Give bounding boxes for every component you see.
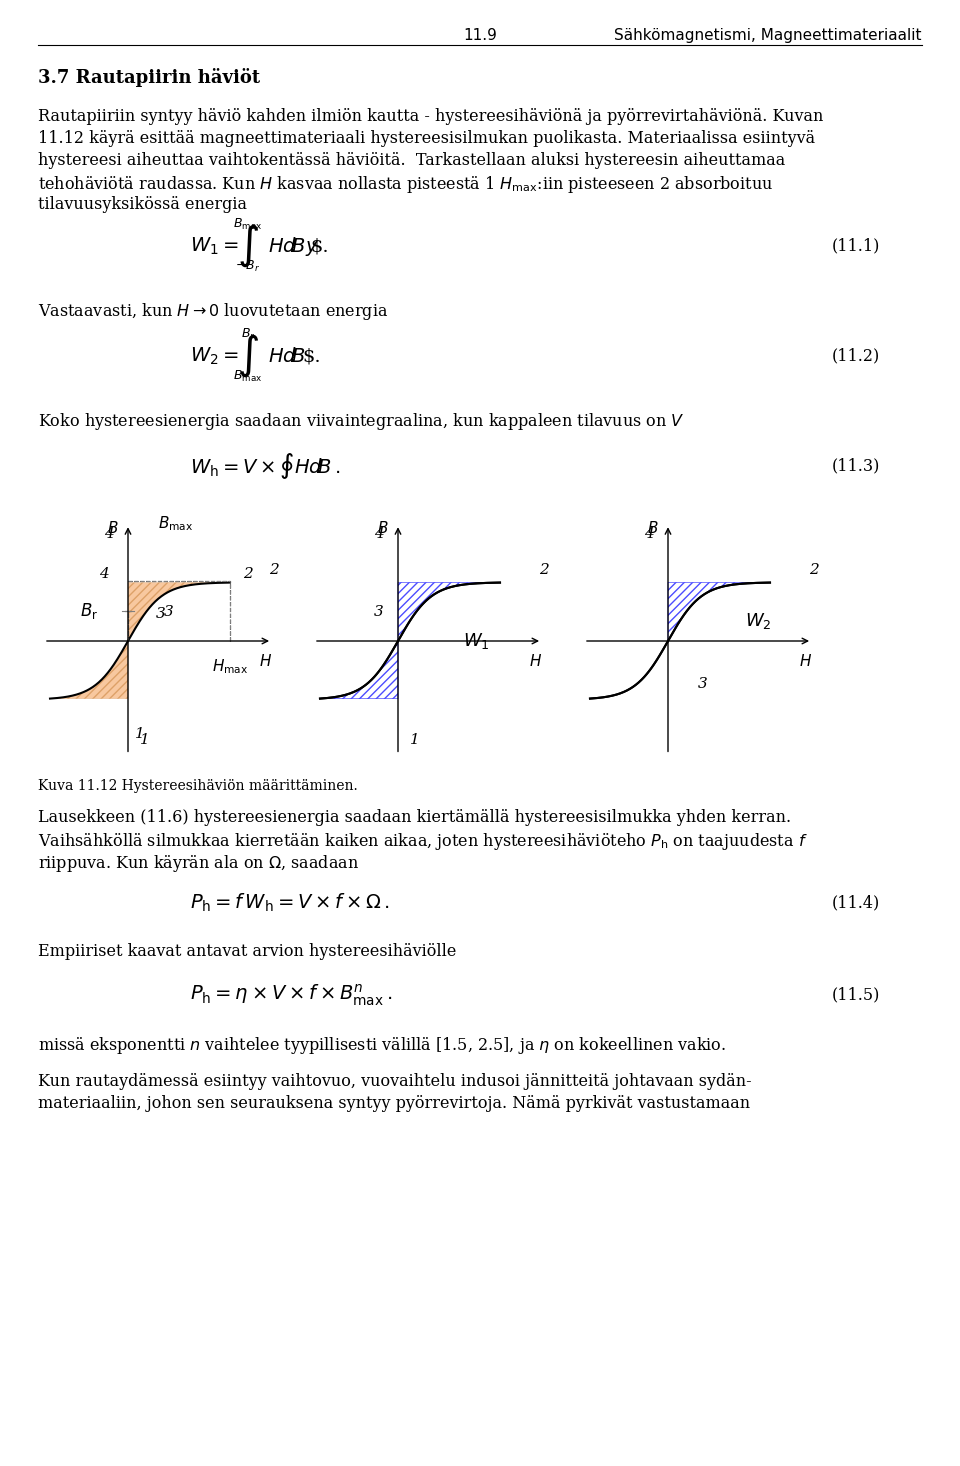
Text: tilavuusyksikössä energia: tilavuusyksikössä energia (38, 196, 247, 213)
Text: tehohäviötä raudassa. Kun $H$ kasvaa nollasta pisteestä 1 $H_{\mathrm{max}}$:iin: tehohäviötä raudassa. Kun $H$ kasvaa nol… (38, 174, 773, 195)
Text: $W_2$: $W_2$ (745, 611, 771, 630)
Text: 2: 2 (539, 563, 549, 578)
Text: $Hd\!B$: $Hd\!B$ (268, 346, 306, 365)
Text: 4: 4 (374, 526, 384, 541)
Text: $.: $. (310, 237, 328, 255)
Text: $W_2 =$: $W_2 =$ (190, 346, 239, 366)
Text: Vaihsähköllä silmukkaa kierretään kaiken aikaa, joten hystereesihäviöteho $P_{\m: Vaihsähköllä silmukkaa kierretään kaiken… (38, 831, 807, 852)
Text: (11.5): (11.5) (831, 987, 880, 1004)
Text: Kuva 11.12 Hystereesihäviön määrittäminen.: Kuva 11.12 Hystereesihäviön määrittämine… (38, 778, 358, 793)
Text: Lausekkeen (11.6) hystereesienergia saadaan kiertämällä hystereesisilmukka yhden: Lausekkeen (11.6) hystereesienergia saad… (38, 809, 791, 825)
Text: Empiiriset kaavat antavat arvion hystereesihäviölle: Empiiriset kaavat antavat arvion hystere… (38, 943, 456, 960)
Text: (11.4): (11.4) (831, 894, 880, 912)
Text: (11.3): (11.3) (831, 457, 880, 475)
Text: $.: $. (302, 347, 321, 365)
Text: $\int$: $\int$ (237, 333, 259, 380)
Text: $B$: $B$ (377, 519, 389, 535)
Text: Rautapiiriin syntyy häviö kahden ilmiön kautta - hystereesihäviönä ja pyörrevirt: Rautapiiriin syntyy häviö kahden ilmiön … (38, 108, 824, 125)
Text: 4: 4 (99, 567, 108, 582)
Text: 3: 3 (374, 604, 384, 619)
Text: 3.7 Rautapiirin häviöt: 3.7 Rautapiirin häviöt (38, 67, 260, 86)
Text: $B_{\mathrm{r}}$: $B_{\mathrm{r}}$ (80, 601, 98, 622)
Text: $B_{\max}$: $B_{\max}$ (233, 368, 263, 384)
Text: $P_{\mathrm{h}} = \eta \times V \times f \times B_{\max}^n\,.$: $P_{\mathrm{h}} = \eta \times V \times f… (190, 982, 393, 1007)
Text: $W_1$: $W_1$ (463, 630, 490, 651)
Text: 2: 2 (809, 563, 819, 578)
Text: 3: 3 (164, 604, 174, 619)
Text: 1: 1 (140, 733, 150, 748)
Text: Koko hystereesienergia saadaan viivaintegraalina, kun kappaleen tilavuus on $V$: Koko hystereesienergia saadaan viivainte… (38, 410, 684, 432)
Text: (11.2): (11.2) (831, 347, 880, 365)
Text: materiaaliin, johon sen seurauksena syntyy pyörrevirtoja. Nämä pyrkivät vastusta: materiaaliin, johon sen seurauksena synt… (38, 1095, 750, 1113)
Text: (11.1): (11.1) (831, 237, 880, 255)
Text: Sähkömagnetismi, Magneettimateriaalit: Sähkömagnetismi, Magneettimateriaalit (614, 28, 922, 43)
Text: $H$: $H$ (530, 652, 542, 668)
Text: 11.9: 11.9 (463, 28, 497, 43)
Text: 1: 1 (410, 733, 420, 748)
Text: $B_{\max}$: $B_{\max}$ (158, 515, 193, 534)
Text: 2: 2 (269, 563, 278, 578)
Text: $B_{\max}$: $B_{\max}$ (233, 217, 263, 232)
Text: $H_{\max}$: $H_{\max}$ (212, 658, 249, 676)
Text: 3: 3 (698, 677, 708, 690)
Text: hystereesi aiheuttaa vaihtokentässä häviöitä.  Tarkastellaan aluksi hystereesin : hystereesi aiheuttaa vaihtokentässä hävi… (38, 152, 785, 169)
Text: $B_r$: $B_r$ (241, 327, 255, 342)
Text: 2: 2 (243, 567, 252, 582)
Text: 11.12 käyrä esittää magneettimateriaali hystereesisilmukan puolikasta. Materiaal: 11.12 käyrä esittää magneettimateriaali … (38, 130, 815, 147)
Text: $B$: $B$ (647, 519, 659, 535)
Text: $H$: $H$ (259, 652, 273, 668)
Text: Kun rautaydämessä esiintyy vaihtovuo, vuovaihtelu indusoi jännitteitä johtavaan : Kun rautaydämessä esiintyy vaihtovuo, vu… (38, 1073, 752, 1091)
Text: 4: 4 (104, 526, 113, 541)
Text: riippuva. Kun käyrän ala on $\Omega$, saadaan: riippuva. Kun käyrän ala on $\Omega$, sa… (38, 853, 359, 874)
Text: $-B_r$: $-B_r$ (235, 258, 260, 274)
Text: 4: 4 (644, 526, 654, 541)
Text: $P_{\mathrm{h}} = f\,W_{\mathrm{h}} = V \times f \times \Omega\,.$: $P_{\mathrm{h}} = f\,W_{\mathrm{h}} = V … (190, 891, 390, 915)
Text: $B$: $B$ (108, 519, 119, 535)
Text: $Hd\!By$: $Hd\!By$ (268, 235, 319, 258)
Text: $W_1 =$: $W_1 =$ (190, 236, 239, 257)
Text: 3: 3 (156, 607, 166, 622)
Text: missä eksponentti $n$ vaihtelee tyypillisesti välillä [1.5, 2.5], ja $\eta$ on k: missä eksponentti $n$ vaihtelee tyypilli… (38, 1035, 726, 1056)
Text: $H$: $H$ (800, 652, 812, 668)
Text: Vastaavasti, kun $H \rightarrow 0$ luovutetaan energia: Vastaavasti, kun $H \rightarrow 0$ luovu… (38, 301, 388, 323)
Text: 1: 1 (135, 727, 145, 742)
Text: $W_{\mathrm{h}} = V \times \oint Hd\!B\,.$: $W_{\mathrm{h}} = V \times \oint Hd\!B\,… (190, 452, 341, 481)
Text: $\int$: $\int$ (237, 223, 259, 270)
